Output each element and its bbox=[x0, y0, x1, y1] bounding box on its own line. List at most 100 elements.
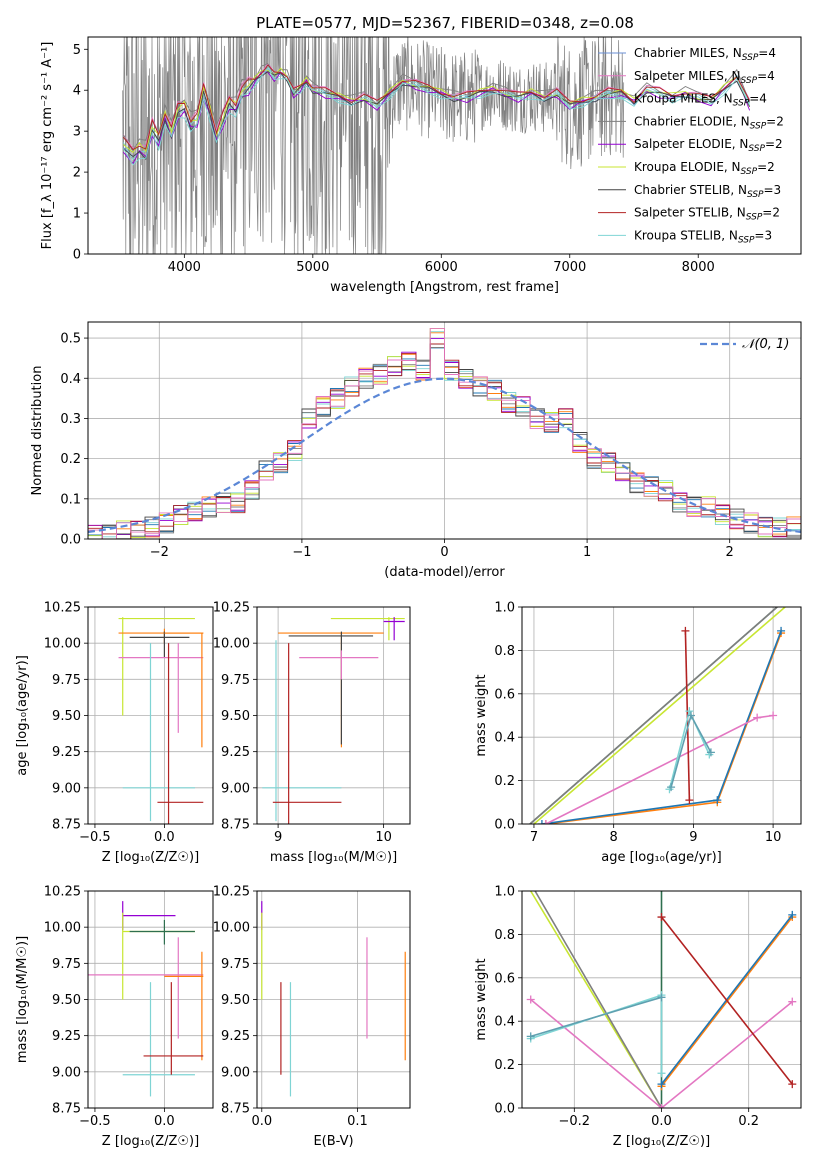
mass-vs-EBV-plot-area bbox=[261, 901, 406, 1097]
mass-weight-vs-age-frame bbox=[521, 606, 802, 825]
mass-weight-vs-Z-series-point bbox=[526, 1032, 535, 1041]
spectrum-ytick-label: 0 bbox=[73, 248, 81, 263]
mass-weight-vs-Z-xlabel: Z [log₁₀(Z/Z☉)] bbox=[613, 1134, 710, 1149]
residuals-xtick-label: 2 bbox=[726, 545, 734, 560]
normal-legend-label: 𝒩(0, 1) bbox=[742, 337, 789, 352]
mass-weight-vs-age-series-point bbox=[541, 820, 550, 824]
spectrum-ytick-label: 1 bbox=[73, 207, 81, 222]
mass-vs-EBV-xlabel: E(B-V) bbox=[313, 1134, 353, 1149]
mass-vs-Z-xtick-label: 0.0 bbox=[154, 1114, 175, 1129]
mass-weight-vs-Z-series-point bbox=[788, 997, 797, 1006]
model-spectrum-7 bbox=[122, 64, 750, 151]
mass-weight-vs-Z-series-point bbox=[657, 1080, 666, 1089]
residuals-plot-area bbox=[88, 327, 801, 539]
spectrum-xtick-label: 4000 bbox=[168, 260, 201, 275]
age-vs-Z-plot-area bbox=[118, 617, 204, 824]
model-spectrum-8 bbox=[122, 67, 751, 166]
mass-weight-vs-Z-series-point bbox=[657, 993, 666, 1002]
legend-entry: Chabrier ELODIE, NSSP=2 bbox=[634, 114, 784, 131]
mass-weight-vs-age-series-point bbox=[685, 707, 694, 716]
mass-weight-vs-age-xtick-label: 8 bbox=[610, 830, 618, 845]
legend-entry: Kroupa ELODIE, NSSP=2 bbox=[634, 160, 775, 177]
mass-weight-vs-age-plot-area bbox=[529, 607, 786, 824]
legend-entry: Salpeter STELIB, NSSP=2 bbox=[634, 206, 780, 223]
age-vs-Z-ytick-label: 10.25 bbox=[44, 601, 81, 616]
mass-weight-vs-Z-series-line bbox=[530, 996, 662, 1038]
age-vs-mass-xtick-label: 10 bbox=[375, 830, 392, 845]
mass-weight-vs-Z-xtick-label: −0.2 bbox=[559, 1114, 591, 1129]
mass-weight-vs-age-ytick-label: 0.0 bbox=[494, 818, 515, 833]
mass-vs-Z-ytick-label: 9.75 bbox=[52, 957, 81, 972]
mass-weight-vs-Z-plot-area bbox=[526, 891, 797, 1108]
mass-weight-vs-age-series-point bbox=[753, 713, 762, 722]
mass-weight-vs-age-xtick-label: 7 bbox=[530, 830, 538, 845]
spectrum-plot-area bbox=[122, 37, 751, 254]
mass-vs-EBV-ytick-label: 9.50 bbox=[221, 993, 250, 1008]
mass-weight-vs-age-xtick-label: 9 bbox=[689, 830, 697, 845]
panel-age-vs-Z: −0.5 0.0 8.75 9.00 9.25 9.50 9.75 10.00 10.25 Z [… bbox=[15, 601, 214, 865]
residuals-xtick-label: −1 bbox=[292, 545, 311, 560]
spectrum-legend: Chabrier MILES, NSSP=4 Salpeter MILES, NS… bbox=[598, 46, 784, 245]
panel-residuals: 𝒩(0, 1) −2 −1 0 1 2 0.0 0.1 0.2 0.3 0.4 0.5 (data-mo… bbox=[30, 321, 802, 580]
legend-entry: Chabrier STELIB, NSSP=3 bbox=[634, 183, 781, 200]
mass-weight-vs-Z-series-point bbox=[657, 1069, 666, 1078]
residuals-ytick-label: 0.4 bbox=[60, 372, 81, 387]
age-vs-mass-ytick-label: 10.00 bbox=[213, 637, 250, 652]
age-vs-Z-xtick-label: 0.0 bbox=[154, 830, 175, 845]
mass-weight-vs-Z-ytick-label: 0.2 bbox=[494, 1058, 515, 1073]
observed-spectrum bbox=[122, 37, 625, 254]
mass-vs-Z-xtick-label: −0.5 bbox=[79, 1114, 111, 1129]
residuals-ytick-label: 0.2 bbox=[60, 452, 81, 467]
mass-weight-vs-age-series-point bbox=[713, 796, 722, 805]
age-vs-Z-ytick-label: 9.50 bbox=[52, 709, 81, 724]
spectrum-xtick-label: 8000 bbox=[682, 260, 715, 275]
mass-weight-vs-age-series-point bbox=[777, 626, 786, 635]
mass-weight-vs-Z-series-point bbox=[788, 1080, 797, 1089]
age-vs-Z-xtick-label: −0.5 bbox=[79, 830, 111, 845]
mass-vs-Z-ytick-label: 10.00 bbox=[44, 921, 81, 936]
mass-weight-vs-age-xlabel: age [log₁₀(age/yr)] bbox=[601, 850, 722, 865]
spectrum-xtick-label: 5000 bbox=[296, 260, 329, 275]
mass-weight-vs-age-series-point bbox=[686, 711, 695, 720]
residuals-xtick-label: 1 bbox=[583, 545, 591, 560]
age-vs-Z-ylabel: age [log₁₀(age/yr)] bbox=[15, 655, 30, 776]
panel-mass-vs-EBV: 0.0 0.1 8.75 9.00 9.25 9.50 9.75 10.00 10.25 E(B-… bbox=[213, 885, 411, 1149]
residuals-xtick-label: 0 bbox=[440, 545, 448, 560]
age-vs-mass-ytick-label: 9.00 bbox=[221, 781, 250, 796]
mass-weight-vs-Z-ytick-label: 0.6 bbox=[494, 971, 515, 986]
mass-weight-vs-Z-series-point bbox=[657, 913, 666, 922]
residuals-ytick-label: 0.3 bbox=[60, 412, 81, 427]
spectrum-ylabel: Flux [f_λ 10⁻¹⁷ erg cm⁻² s⁻¹ A⁻¹] bbox=[40, 42, 55, 250]
spectrum-xlabel: wavelength [Angstrom, rest frame] bbox=[330, 280, 559, 295]
mass-vs-EBV-ytick-label: 10.25 bbox=[213, 885, 250, 900]
age-vs-mass-xlabel: mass [log₁₀(M/M☉)] bbox=[270, 850, 397, 865]
mass-weight-vs-age-ytick-label: 0.4 bbox=[494, 731, 515, 746]
mass-vs-EBV-xtick-label: 0.0 bbox=[251, 1114, 272, 1129]
panel-mass-vs-Z: −0.5 0.0 8.75 9.00 9.25 9.50 9.75 10.00 10.25 Z [… bbox=[15, 885, 214, 1149]
spectrum-ytick-label: 3 bbox=[73, 125, 81, 140]
legend-entry: Salpeter ELODIE, NSSP=2 bbox=[634, 137, 783, 154]
mass-weight-vs-Z-series-line bbox=[530, 998, 793, 1108]
model-spectrum-5 bbox=[123, 67, 751, 154]
mass-weight-vs-Z-series-line bbox=[660, 916, 793, 1085]
mass-weight-vs-age-series-point bbox=[537, 820, 546, 824]
spectrum-xtick-label: 7000 bbox=[553, 260, 586, 275]
mass-weight-vs-age-series-point bbox=[769, 711, 778, 720]
residuals-ytick-label: 0.0 bbox=[60, 533, 81, 548]
age-vs-mass-plot-area bbox=[262, 617, 405, 824]
age-vs-mass-ytick-label: 8.75 bbox=[221, 818, 250, 833]
panel-mass-weight-vs-age: 7 8 9 10 0.0 0.2 0.4 0.6 0.8 1.0 age [log₁₀(age/yr… bbox=[474, 601, 802, 865]
spectrum-ytick-label: 4 bbox=[73, 84, 81, 99]
age-vs-Z-ytick-label: 9.75 bbox=[52, 673, 81, 688]
mass-weight-vs-age-series-line bbox=[533, 607, 786, 824]
mass-weight-vs-Z-ytick-label: 1.0 bbox=[494, 885, 515, 900]
legend-entry: Chabrier MILES, NSSP=4 bbox=[634, 46, 776, 63]
age-vs-mass-xtick-label: 9 bbox=[274, 830, 282, 845]
mass-weight-vs-age-ytick-label: 0.6 bbox=[494, 687, 515, 702]
age-vs-mass-ytick-label: 10.25 bbox=[213, 601, 250, 616]
mass-weight-vs-age-ylabel: mass weight bbox=[474, 674, 489, 756]
mass-vs-Z-ytick-label: 9.25 bbox=[52, 1029, 81, 1044]
mass-weight-vs-Z-series-point bbox=[788, 910, 797, 919]
mass-vs-EBV-ytick-label: 9.25 bbox=[221, 1029, 250, 1044]
mass-weight-vs-age-ytick-label: 0.2 bbox=[494, 774, 515, 789]
